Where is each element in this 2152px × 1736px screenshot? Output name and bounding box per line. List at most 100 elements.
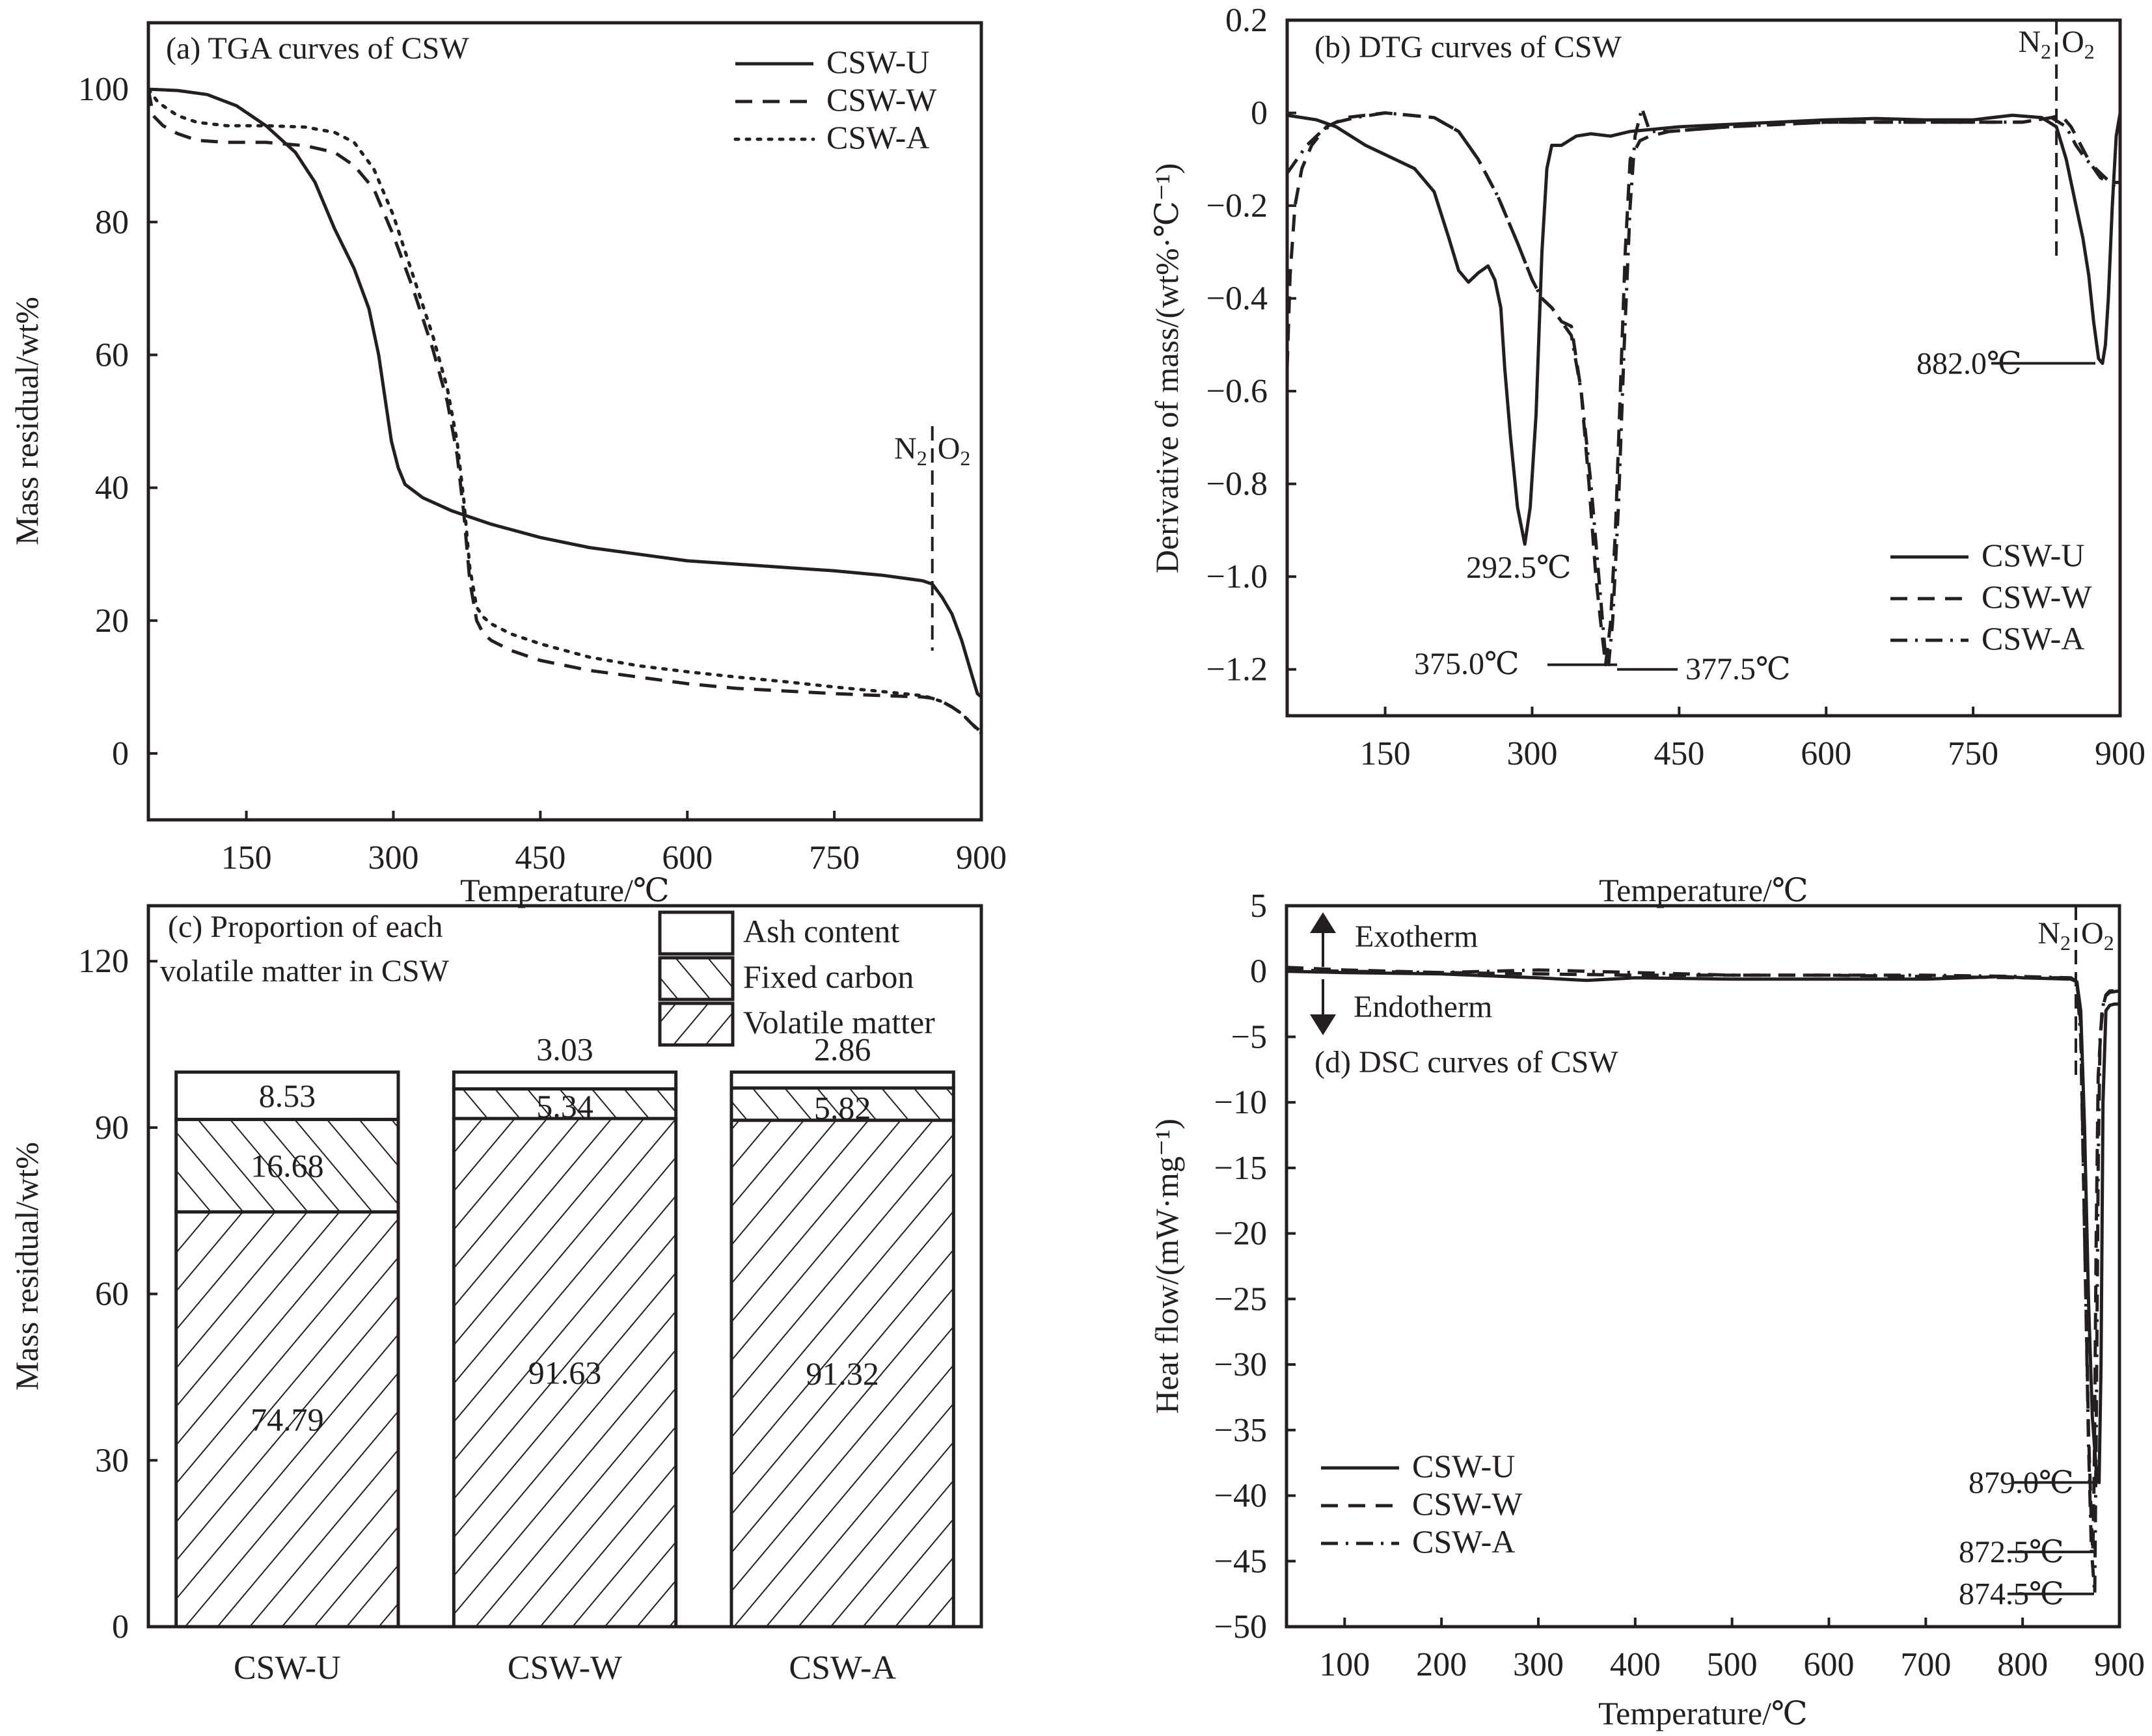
y-tick-label: −35 — [1214, 1412, 1267, 1449]
peak-annotation: 879.0℃ — [1968, 1465, 2101, 1500]
x-tick-label: 600 — [1803, 1646, 1854, 1683]
y-tick-label: 60 — [95, 336, 129, 373]
y-tick-label: −40 — [1214, 1478, 1267, 1515]
y-axis-title: Derivative of mass/(wt%·℃⁻¹) — [1149, 163, 1185, 573]
bar-segment-ash-content — [452, 1070, 678, 1091]
legend-label: Volatile matter — [743, 1004, 935, 1040]
legend-item: CSW-U — [1321, 1448, 1515, 1484]
x-tick-label: 700 — [1900, 1646, 1951, 1683]
x-tick-label: 900 — [2094, 1646, 2145, 1683]
peak-label: 882.0℃ — [1916, 346, 2022, 381]
peak-annotations: 879.0℃ 872.5℃ 874.5℃ — [1959, 1465, 2101, 1612]
peak-annotation: 292.5℃ — [1466, 550, 1572, 585]
series-line-csw-a — [1285, 106, 2121, 671]
y-tick-label: 100 — [78, 71, 129, 108]
legend-item: CSW-U — [1890, 537, 2084, 573]
o2-label: O2 — [938, 431, 971, 470]
series-line-csw-u — [148, 87, 983, 699]
x-axis-title: Temperature/℃ — [460, 872, 670, 908]
x-axis: 150 300 450 600 750 900 — [1360, 707, 2145, 772]
y-tick-label: −30 — [1214, 1346, 1267, 1383]
y-axis: 0.2 0 −0.2 −0.4 −0.6 −0.8 −1.0 −1.2 — [1206, 2, 1296, 688]
peak-annotation: 882.0℃ — [1916, 346, 2095, 381]
peak-annotations: 292.5℃ 375.0℃ 377.5℃ 882.0℃ — [1414, 346, 2095, 686]
legend-item: CSW-U — [735, 44, 929, 80]
o2-label: O2 — [2081, 916, 2114, 955]
x-tick-label: 750 — [809, 839, 860, 876]
legend-item: Ash content — [658, 910, 899, 956]
legend-label: CSW-A — [826, 119, 929, 156]
panel-title-line-2: volatile matter in CSW — [160, 954, 450, 988]
y-tick-label: −20 — [1214, 1215, 1267, 1253]
bar-segment-volatile-matter — [174, 1210, 400, 1629]
y-tick-label: 0 — [1251, 95, 1268, 132]
bar-value-label: 2.86 — [814, 1031, 871, 1068]
y-tick-label: −1.0 — [1206, 558, 1268, 595]
legend-swatch — [658, 956, 735, 1001]
y-tick-label: −15 — [1214, 1150, 1267, 1187]
peak-label: 377.5℃ — [1685, 652, 1791, 686]
x-tick-label: 300 — [1506, 735, 1557, 772]
x-tick-label: 150 — [221, 839, 272, 876]
y-tick-label: −5 — [1231, 1018, 1267, 1055]
bar-csw-a: 91.32 5.82 2.86 CSW-A — [729, 1031, 955, 1687]
x-tick-label: 450 — [1654, 735, 1704, 772]
y-tick-label: −0.6 — [1206, 373, 1268, 410]
y-tick-label: −50 — [1214, 1608, 1267, 1646]
legend-label: CSW-U — [826, 44, 929, 80]
x-tick-label: 300 — [368, 839, 418, 876]
o2-label: O2 — [2062, 25, 2095, 63]
y-axis-title: Heat flow/(mW·mg⁻¹) — [1149, 1119, 1185, 1414]
legend-label: CSW-A — [1412, 1523, 1515, 1560]
peak-annotation: 874.5℃ — [1959, 1577, 2094, 1612]
y-axis-title: Mass residual/wt% — [8, 1142, 45, 1390]
y-tick-label: 60 — [95, 1276, 129, 1313]
series-line-csw-a — [146, 87, 983, 735]
panel-proportion: (c) Proportion of each volatile matter i… — [8, 904, 983, 1687]
panel-title-line-1: (c) Proportion of each — [168, 910, 443, 944]
legend-swatch — [658, 1001, 735, 1047]
series-lines — [146, 87, 983, 735]
y-tick-label: 40 — [95, 470, 129, 507]
panel-dsc: (d) DSC curves of CSW 100 200 300 400 500 600… — [1149, 888, 2145, 1731]
y-axis: 0 20 40 60 80 100 — [78, 71, 157, 772]
y-axis: 5 0 −5 −10 −15 −20 −25 −30 −35 −40 −45 −50 — [1214, 888, 1296, 1646]
y-tick-label: −25 — [1214, 1281, 1267, 1318]
x-tick-label: 300 — [1513, 1646, 1564, 1683]
series-lines — [1285, 106, 2122, 671]
y-tick-label: 0 — [1250, 953, 1267, 990]
legend-item: CSW-W — [1321, 1485, 1523, 1522]
peak-label: 375.0℃ — [1414, 647, 1519, 681]
panel-dtg: (b) DTG curves of CSW 150 300 450 600 750 900… — [1149, 2, 2145, 908]
x-tick-label: 450 — [515, 839, 565, 876]
endotherm-label: Endotherm — [1354, 990, 1492, 1024]
y-tick-label: 90 — [95, 1109, 129, 1146]
y-axis-title: Mass residual/wt% — [8, 297, 45, 545]
bar-value-label: 5.82 — [814, 1090, 871, 1126]
x-tick-label: 900 — [2095, 735, 2145, 772]
y-tick-label: 80 — [95, 204, 129, 241]
bar-value-label: 5.34 — [536, 1088, 593, 1124]
legend-swatch — [658, 910, 735, 956]
panel-title: (d) DSC curves of CSW — [1314, 1045, 1618, 1079]
bar-csw-w: 91.63 5.34 3.03 CSW-W — [452, 1031, 678, 1687]
bar-value-label: 91.32 — [806, 1355, 879, 1392]
legend-label: CSW-W — [826, 81, 937, 118]
y-tick-label: −10 — [1214, 1084, 1267, 1121]
plot-frame — [1285, 904, 2121, 1629]
legend-label: CSW-W — [1982, 578, 2092, 615]
bar-value-label: 16.68 — [251, 1147, 324, 1184]
series-line-csw-a — [1286, 968, 2120, 1596]
legend-item: CSW-A — [1321, 1523, 1515, 1560]
y-tick-label: −0.4 — [1206, 280, 1268, 318]
x-tick-label: 800 — [1997, 1646, 2048, 1683]
peak-annotation: 375.0℃ — [1414, 647, 1617, 681]
x-axis-title: Temperature/℃ — [1599, 872, 1808, 908]
y-axis: 0 30 60 90 120 — [78, 943, 157, 1646]
legend-item: Fixed carbon — [658, 956, 914, 1001]
bar-segment-volatile-matter — [729, 1119, 955, 1629]
heat-direction-indicator: Exotherm Endotherm — [1310, 912, 1492, 1035]
exotherm-label: Exotherm — [1355, 919, 1478, 954]
